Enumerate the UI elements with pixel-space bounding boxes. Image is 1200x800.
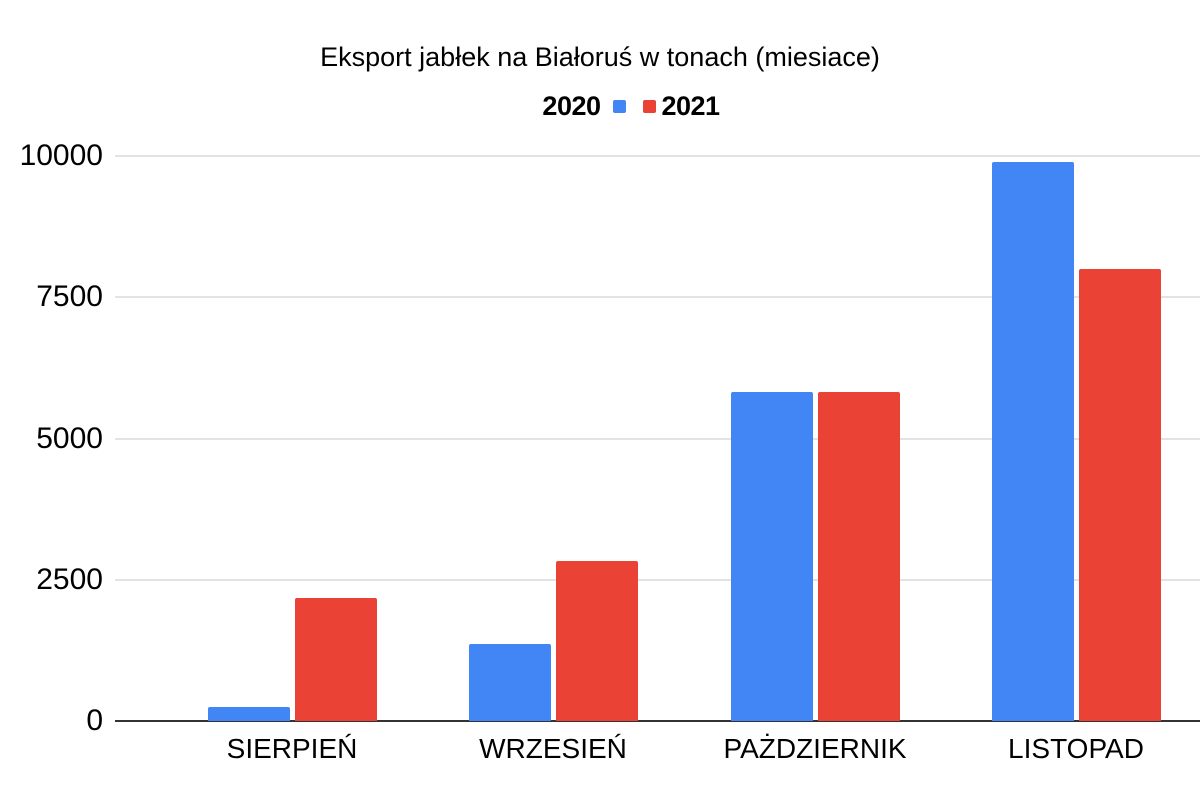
plot-area — [0, 155, 1200, 722]
x-tick-label-pażdziernik: PAŻDZIERNIK — [723, 733, 907, 764]
bar-2021-sierpień — [295, 598, 377, 721]
x-tick-label-wrzesień: WRZESIEŃ — [479, 733, 627, 764]
chart-legend: 2020 2021 — [31, 90, 1200, 122]
bar-2020-wrzesień — [469, 644, 551, 721]
y-tick-label-7500: 7500 — [36, 280, 103, 314]
y-tick-label-10000: 10000 — [19, 139, 103, 172]
gridline-5000 — [115, 437, 1200, 440]
bar-2021-wrzesień — [556, 561, 638, 721]
gridline-7500 — [115, 296, 1200, 299]
x-tick-label-listopad: LISTOPAD — [1008, 733, 1144, 764]
legend-label-2020: 2020 — [542, 90, 601, 121]
bar-2021-pażdziernik — [818, 392, 900, 721]
bar-2020-pażdziernik — [731, 392, 813, 721]
chart-title: Eksport jabłek na Białoruś w tonach (mie… — [320, 42, 880, 72]
x-axis-line — [115, 720, 1200, 722]
x-tick-label-sierpień: SIERPIEŃ — [226, 733, 358, 764]
bar-2020-listopad — [992, 162, 1074, 721]
y-tick-label-0: 0 — [86, 704, 103, 737]
gridline-2500 — [115, 578, 1200, 581]
legend-label-2021: 2021 — [661, 90, 721, 121]
y-tick-label-5000: 5000 — [36, 421, 103, 455]
bar-2020-sierpień — [208, 707, 290, 721]
bar-2021-listopad — [1079, 269, 1161, 721]
gridline-10000 — [115, 155, 1200, 157]
legend-swatch-2021 — [642, 99, 656, 113]
y-tick-label-2500: 2500 — [36, 562, 103, 596]
legend-swatch-2020 — [612, 99, 626, 113]
